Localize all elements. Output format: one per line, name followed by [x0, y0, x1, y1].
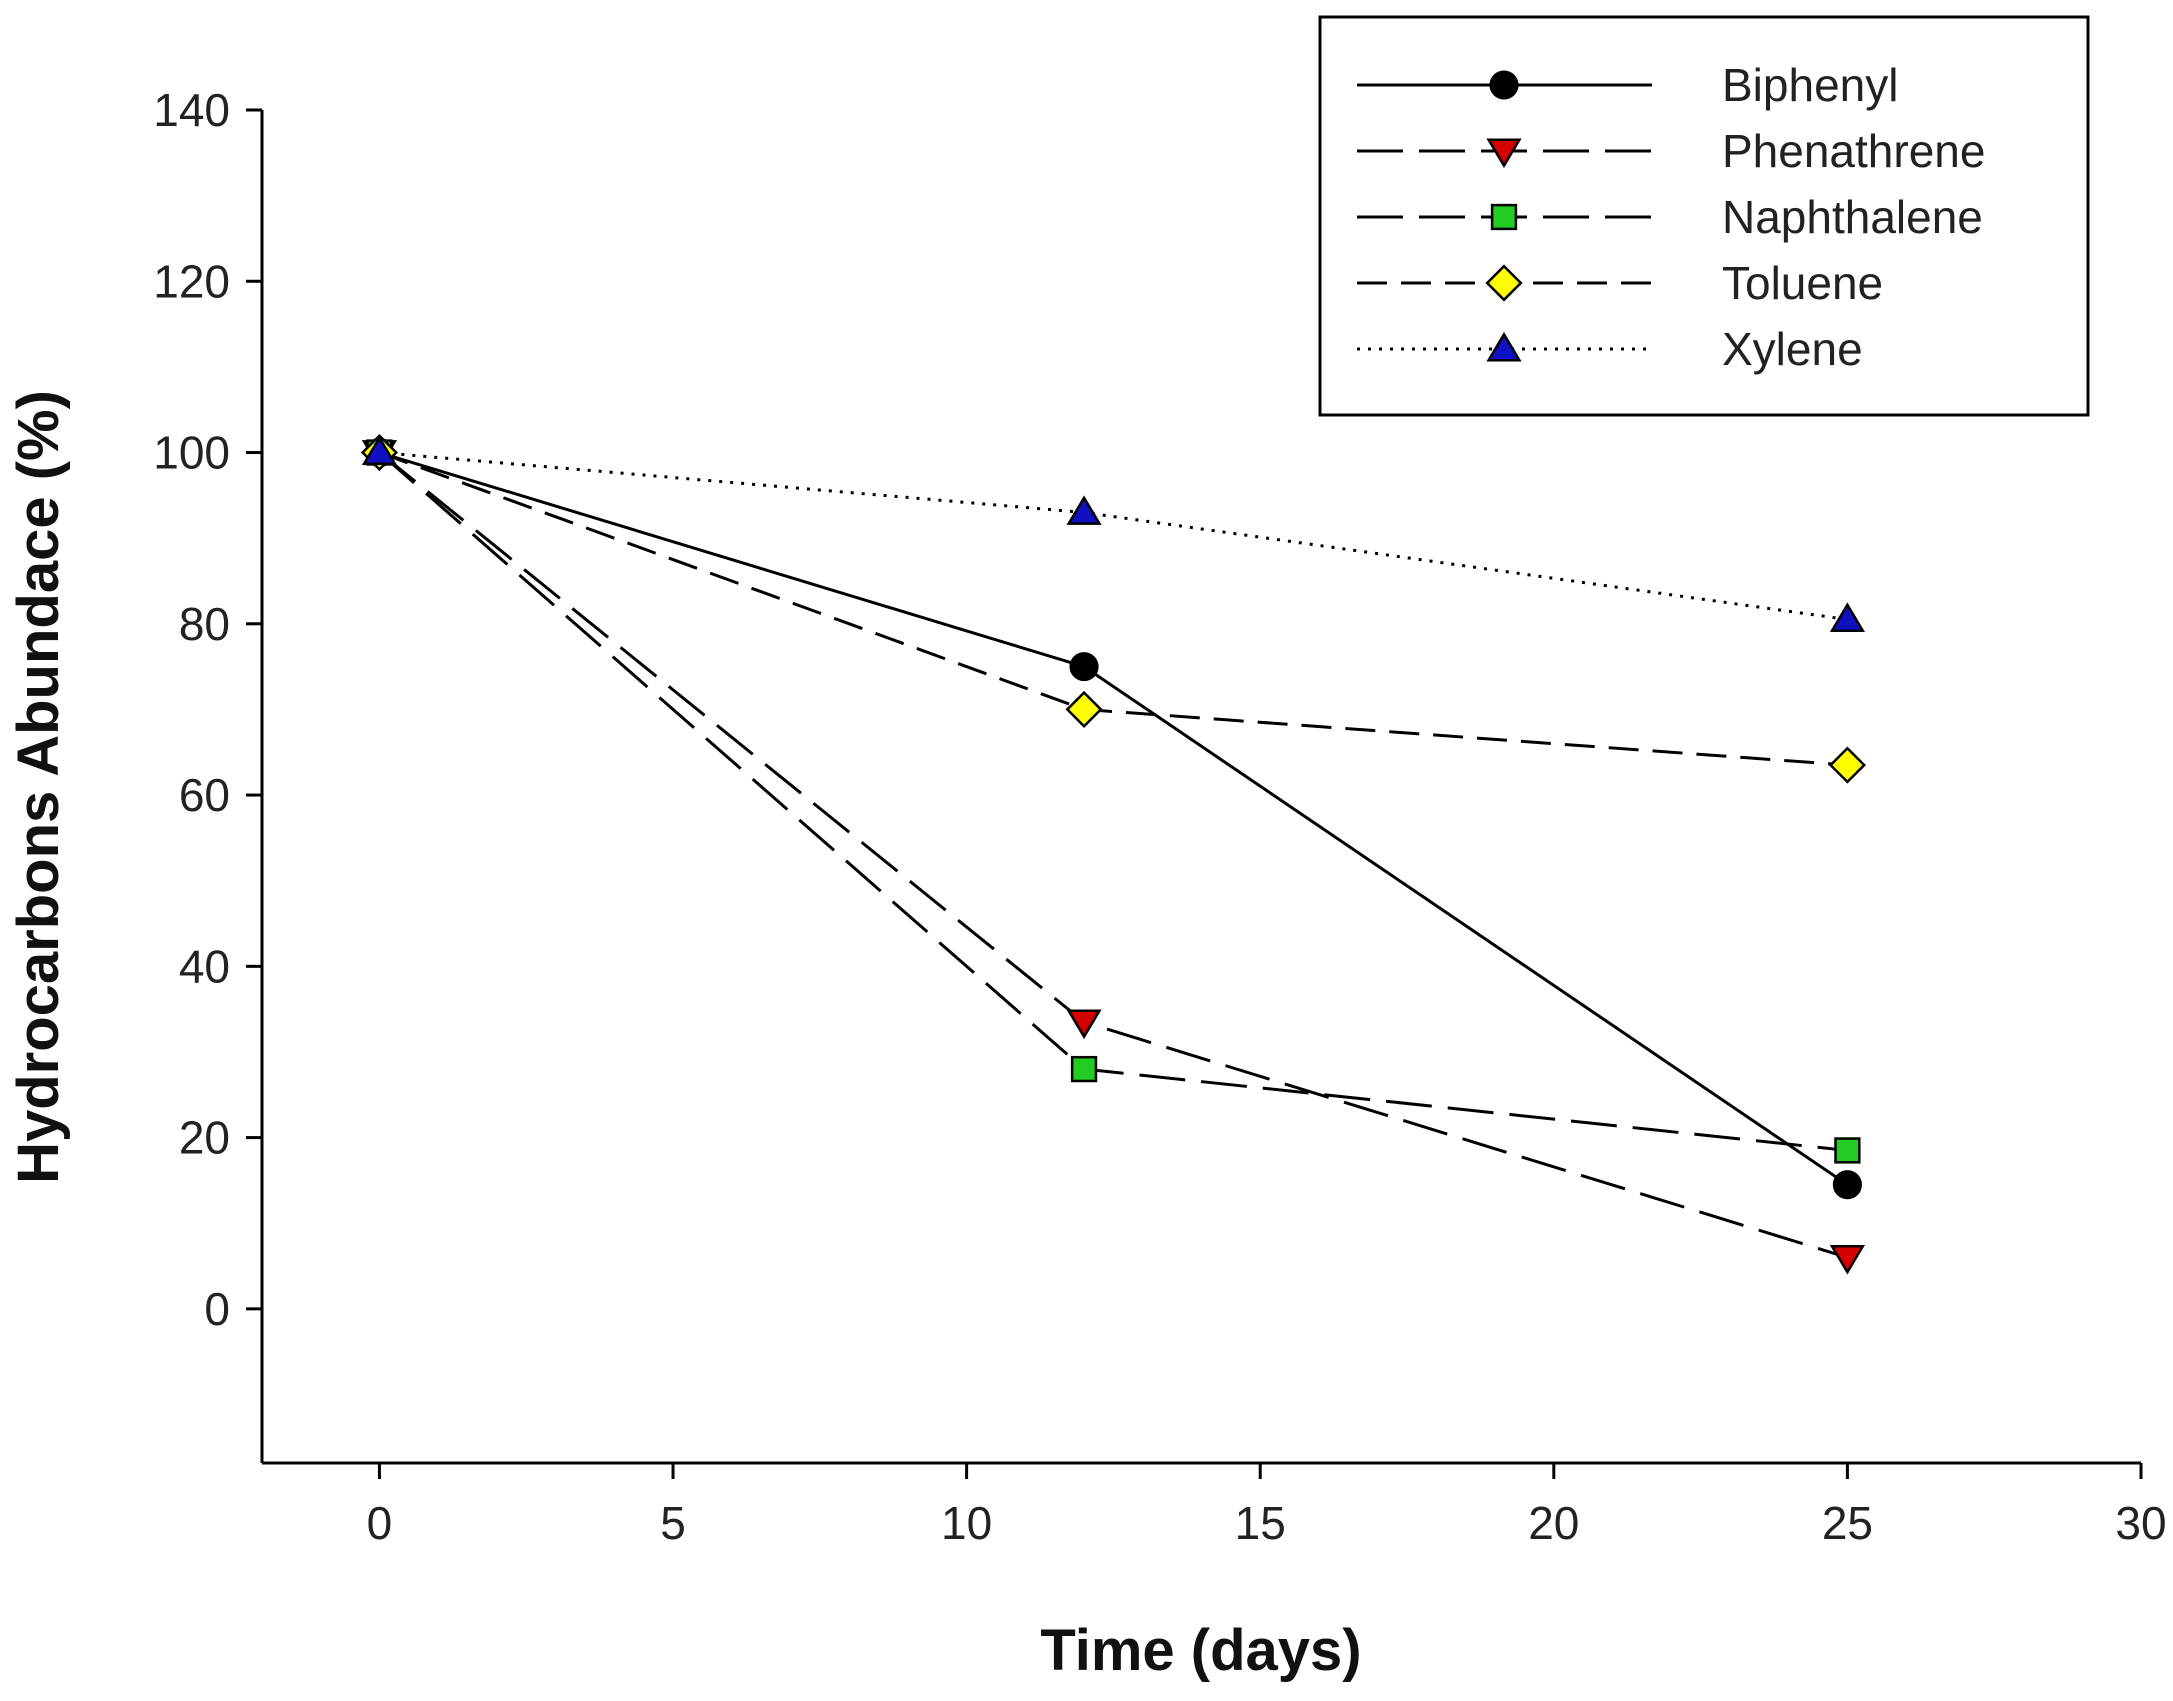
legend-label: Xylene — [1722, 323, 1863, 375]
y-tick-label: 60 — [179, 769, 230, 821]
series-markers — [360, 433, 1866, 1275]
x-tick-label: 10 — [941, 1497, 992, 1549]
y-tick-label: 20 — [179, 1112, 230, 1164]
data-point-toluene — [1065, 690, 1103, 728]
data-point-phenathrene — [1066, 1009, 1102, 1040]
series-lines — [378, 451, 1849, 1259]
data-point-toluene — [1828, 746, 1866, 784]
series-line-naphthalene — [378, 451, 1848, 1152]
y-tick-label: 120 — [153, 255, 230, 307]
legend: Biphenyl Phenathrene Naphthalene Toluene Xyl… — [1318, 15, 2090, 417]
y-tick-label: 40 — [179, 940, 230, 992]
legend-marker-biphenyl — [1489, 70, 1519, 100]
data-point-biphenyl — [1832, 1170, 1862, 1200]
x-tick-label: 5 — [660, 1497, 686, 1549]
legend-label: Toluene — [1722, 257, 1883, 309]
x-tick-label: 30 — [2115, 1497, 2166, 1549]
x-tick-label: 15 — [1235, 1497, 1286, 1549]
data-point-naphthalene — [1070, 1055, 1098, 1083]
x-tick-label: 20 — [1528, 1497, 1579, 1549]
x-tick-label: 0 — [367, 1497, 393, 1549]
y-tick-label: 80 — [179, 598, 230, 650]
data-point-xylene — [1829, 602, 1866, 632]
data-point-biphenyl — [1069, 652, 1099, 682]
series-line-xylene — [379, 451, 1848, 622]
y-ticks: 0 20 40 60 80 100 120 140 — [153, 84, 262, 1335]
legend-label: Naphthalene — [1722, 191, 1983, 243]
y-tick-label: 140 — [153, 84, 230, 136]
data-point-xylene — [361, 435, 398, 465]
legend-marker-toluene — [1485, 264, 1523, 302]
y-tick-label: 0 — [204, 1283, 230, 1335]
series-line-biphenyl — [379, 451, 1849, 1186]
series-line-toluene — [378, 451, 1848, 767]
legend-marker-xylene — [1486, 331, 1522, 362]
legend-marker-naphthalene — [1490, 203, 1518, 231]
data-point-phenathrene — [1829, 1245, 1866, 1275]
y-axis-title: Hydrocarbons Abundace (%) — [6, 390, 71, 1184]
series-line-phenathrene — [378, 451, 1848, 1259]
data-point-xylene — [1066, 495, 1102, 525]
x-tick-label: 25 — [1822, 1497, 1873, 1549]
x-ticks: 0 5 10 15 20 25 30 — [367, 1463, 2167, 1549]
axes — [260, 110, 2141, 1465]
data-point-naphthalene — [1834, 1137, 1861, 1164]
y-tick-label: 100 — [153, 427, 230, 479]
legend-label: Phenathrene — [1722, 125, 1985, 177]
x-axis-title: Time (days) — [1040, 1618, 1361, 1683]
legend-marker-phenathrene — [1486, 138, 1522, 169]
legend-label: Biphenyl — [1722, 59, 1898, 111]
